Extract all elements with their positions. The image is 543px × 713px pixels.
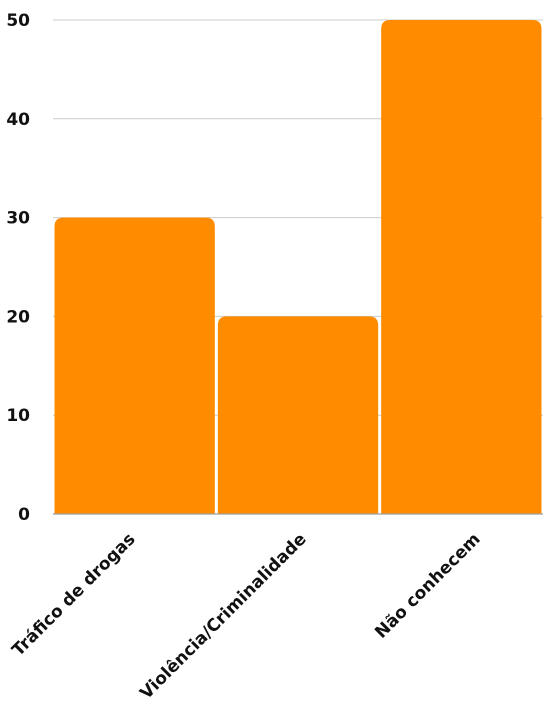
y-tick-label: 10 <box>6 406 30 426</box>
y-tick-label: 40 <box>6 110 30 130</box>
y-tick-labels: 0 10 20 30 40 50 <box>6 11 30 525</box>
bars <box>54 20 542 514</box>
y-tick-label: 50 <box>6 11 30 31</box>
bar-2 <box>217 316 379 514</box>
bar-3 <box>381 20 542 514</box>
y-tick-label: 30 <box>6 209 30 229</box>
x-tick-label: Violência/Criminalidade <box>136 529 310 703</box>
x-tick-label: Não conhecem <box>371 529 484 642</box>
y-tick-label: 0 <box>18 505 30 525</box>
y-tick-label: 20 <box>6 307 30 327</box>
x-tick-label: Tráfico de drogas <box>8 529 139 660</box>
x-tick-labels: Tráfico de drogasViolência/Criminalidade… <box>8 529 484 703</box>
bar-1 <box>54 217 215 514</box>
